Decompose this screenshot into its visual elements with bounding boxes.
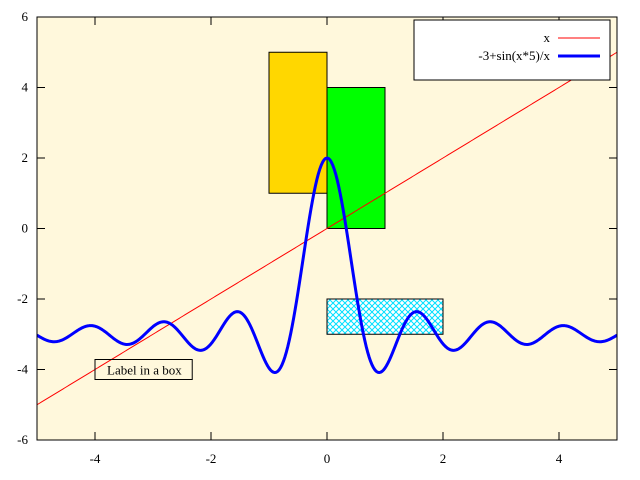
series-line-1 [37,156,617,375]
y-tick-label: 6 [22,9,29,24]
x-tick-label: 4 [556,451,563,466]
data-rectangle-1 [326,87,386,229]
x-tick-label: -2 [206,451,217,466]
data-rectangle-0 [268,51,328,194]
legend-label: x [544,30,551,45]
y-tick-label: -2 [17,291,28,306]
legend-label: -3+sin(x*5)/x [478,48,550,63]
annotation-box [94,359,193,380]
y-tick-label: 2 [22,150,29,165]
legend: x -3+sin(x*5)/x [413,19,611,81]
y-tick-label: -6 [17,432,28,447]
y-tick-label: 0 [22,221,29,236]
rectangles-layer [268,51,444,335]
lines-layer [37,51,617,406]
annotation-text: Label in a box [107,363,182,378]
y-tick-label: 4 [22,80,29,95]
x-tick-label: 2 [440,451,447,466]
series-line-0 [37,51,617,406]
legend-box [413,19,611,81]
ticks-layer: -4 -2 0 2 4 -6 -4 -2 0 2 4 6 [17,9,617,466]
x-tick-label: -4 [90,451,101,466]
y-tick-label: -4 [17,362,28,377]
x-tick-label: 0 [324,451,331,466]
annotation-layer: Label in a box [94,359,193,380]
annotation-0: Label in a box [94,359,193,380]
